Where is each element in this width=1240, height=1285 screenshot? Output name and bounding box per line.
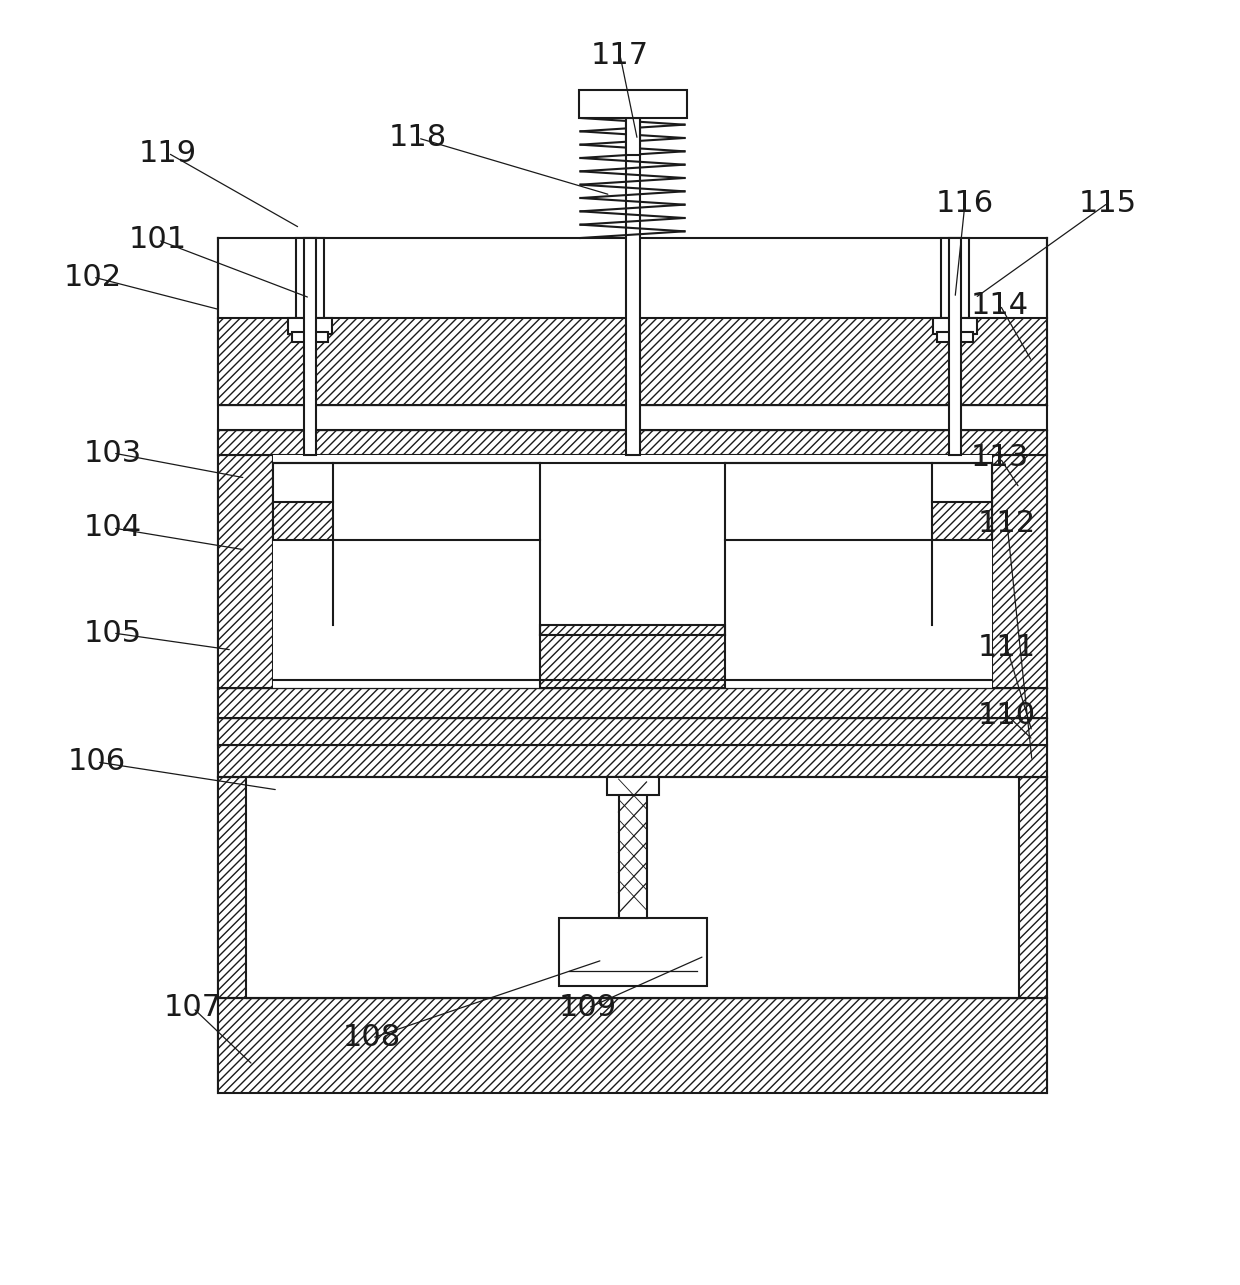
Bar — [992, 455, 1047, 687]
Bar — [619, 777, 646, 917]
Bar — [218, 998, 1047, 1094]
Text: 104: 104 — [84, 514, 143, 542]
Bar — [296, 238, 324, 317]
Bar — [579, 90, 687, 118]
Bar — [932, 317, 977, 334]
Bar — [539, 625, 725, 687]
Text: 101: 101 — [129, 225, 187, 254]
Bar — [273, 502, 334, 540]
Bar — [218, 998, 1047, 1094]
Bar — [558, 917, 707, 986]
Text: 117: 117 — [591, 41, 649, 69]
Bar — [218, 718, 1047, 745]
Text: 118: 118 — [389, 123, 448, 153]
Bar — [218, 777, 246, 998]
Text: 116: 116 — [936, 189, 994, 217]
Text: 105: 105 — [84, 618, 143, 648]
Bar — [218, 430, 1047, 455]
Bar — [218, 745, 1047, 777]
Bar — [304, 238, 316, 455]
Bar — [1019, 777, 1047, 998]
Bar — [291, 332, 329, 342]
Bar — [218, 718, 1047, 745]
Bar — [273, 502, 334, 540]
Bar — [218, 687, 1047, 718]
Bar — [949, 238, 961, 455]
Bar — [932, 502, 992, 540]
Bar — [218, 455, 273, 687]
Bar — [218, 745, 1047, 777]
Bar — [606, 777, 658, 795]
Bar — [625, 118, 640, 455]
Text: 110: 110 — [978, 700, 1037, 730]
Bar — [625, 118, 640, 155]
Bar — [218, 317, 1047, 405]
Text: 119: 119 — [139, 139, 197, 167]
Bar — [218, 430, 1047, 455]
Bar — [539, 625, 725, 687]
Text: 114: 114 — [971, 290, 1029, 320]
Bar — [937, 332, 973, 342]
Bar — [932, 502, 992, 540]
Bar — [218, 455, 273, 687]
Bar — [288, 317, 332, 334]
Bar — [273, 455, 992, 687]
Bar — [1019, 777, 1047, 998]
Bar — [218, 317, 1047, 405]
Bar — [992, 455, 1047, 687]
Text: 108: 108 — [343, 1023, 401, 1052]
Bar — [218, 687, 1047, 718]
Text: 111: 111 — [978, 634, 1037, 663]
Text: 115: 115 — [1079, 189, 1137, 217]
Text: 106: 106 — [68, 748, 126, 776]
Bar — [218, 777, 246, 998]
Bar — [941, 238, 968, 317]
Text: 102: 102 — [64, 262, 122, 292]
Text: 112: 112 — [978, 509, 1037, 537]
Text: 103: 103 — [84, 438, 143, 468]
Text: 113: 113 — [971, 443, 1029, 473]
Text: 107: 107 — [164, 993, 222, 1023]
Text: 109: 109 — [559, 993, 618, 1023]
